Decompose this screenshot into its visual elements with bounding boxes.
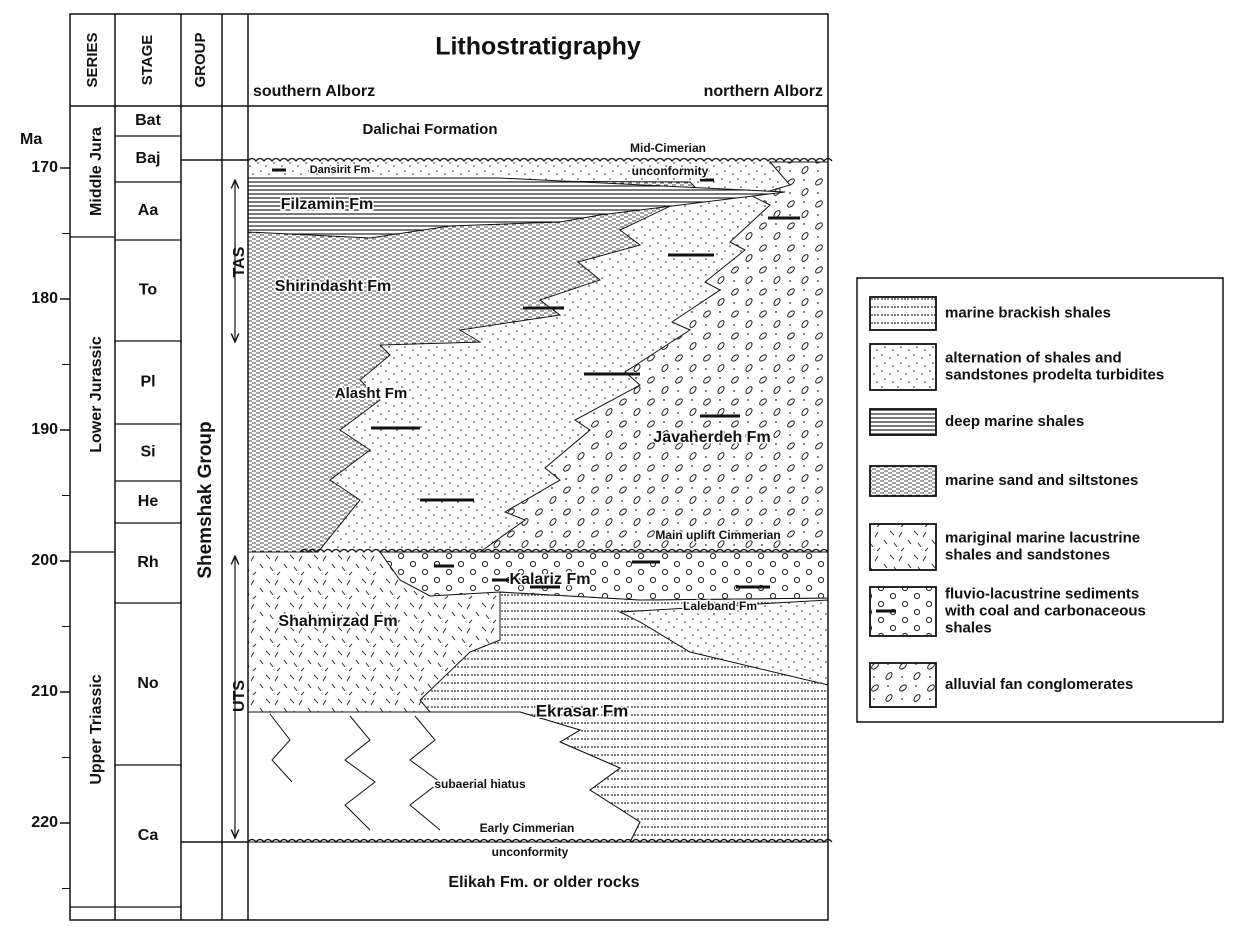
formation-label: Dalichai Formation [362, 121, 497, 138]
formation-label: Laleband Fm [683, 599, 757, 613]
legend-swatch [870, 524, 936, 570]
header-right: northern Alborz [704, 83, 823, 100]
legend-label: with coal and carbonaceous [944, 602, 1146, 619]
legend-label: marine sand and siltstones [945, 472, 1138, 489]
formation-label: Kalariz Fm [510, 571, 591, 588]
sequence-label: UTS [231, 680, 248, 712]
legend-label: mariginal marine lacustrine [945, 529, 1140, 546]
formation-label: Shahmirzad Fm [278, 613, 397, 630]
stage-label: Si [140, 444, 155, 461]
column-header: GROUP [192, 32, 209, 87]
group-label: Shemshak Group [195, 421, 216, 578]
stratigraphic-chart: Lithostratigraphy southern Alborz northern… [0, 0, 1245, 928]
formation-label: Alasht Fm [335, 385, 408, 402]
legend-label: fluvio-lacustrine sediments [945, 585, 1139, 602]
legend-label: sandstones prodelta turbidites [945, 366, 1164, 383]
tick-label: 180 [31, 290, 58, 307]
stage-label: To [139, 282, 158, 299]
stage-label: Ca [138, 827, 159, 844]
kalariz-pattern [380, 552, 828, 600]
stage-label: No [137, 675, 159, 692]
annotation: Early Cimmerian [480, 821, 575, 835]
annotation: subaerial hiatus [434, 777, 526, 791]
tick-label: 210 [31, 683, 58, 700]
formation-label: Javaherdeh Fm [653, 429, 770, 446]
legend-swatch [870, 297, 936, 330]
legend-swatch [870, 663, 936, 707]
formation-label: Filzamin Fm [281, 196, 373, 213]
formation-label: Ekrasar Fm [536, 701, 629, 720]
axis-unit: Ma [20, 131, 42, 148]
stage-label: Bat [135, 112, 161, 129]
series-label: Middle Jura [88, 127, 105, 216]
column-header: STAGE [139, 35, 156, 86]
legend-label: alluvial fan conglomerates [945, 676, 1133, 693]
stage-label: Pl [140, 374, 155, 391]
tick-label: 190 [31, 421, 58, 438]
annotation: Mid-Cimerian [630, 141, 706, 155]
formation-label: Shirindasht Fm [275, 278, 391, 295]
stage-label: Rh [137, 554, 158, 571]
legend-label: shales and sandstones [945, 546, 1110, 563]
header-left: southern Alborz [253, 83, 375, 100]
sequence-label: TAS [231, 246, 248, 277]
column-header: SERIES [84, 32, 101, 87]
stage-label: Aa [138, 202, 159, 219]
tick-label: 170 [31, 159, 58, 176]
legend-swatch [870, 409, 936, 435]
title: Lithostratigraphy [435, 33, 641, 61]
legend-label: deep marine shales [945, 413, 1084, 430]
mid-cimmerian-unconformity [248, 159, 832, 162]
legend-label: marine brackish shales [945, 304, 1111, 321]
formation-label: Dansirit Fm [310, 164, 371, 176]
annotation: Main uplift Cimmerian [655, 528, 780, 542]
legend-swatch [870, 466, 936, 496]
series-label: Upper Triassic [88, 674, 105, 784]
annotation: unconformity [632, 164, 709, 178]
legend-label: shales [945, 619, 992, 636]
legend-swatch [870, 344, 936, 390]
legend-label: alternation of shales and [945, 349, 1122, 366]
lithology-fills [248, 162, 828, 842]
tick-label: 220 [31, 814, 58, 831]
series-label: Lower Jurassic [88, 336, 105, 453]
tick-label: 200 [31, 552, 58, 569]
stage-label: Baj [136, 150, 161, 167]
formation-label: Elikah Fm. or older rocks [448, 874, 639, 891]
stage-label: He [138, 493, 159, 510]
annotation: unconformity [492, 845, 569, 859]
